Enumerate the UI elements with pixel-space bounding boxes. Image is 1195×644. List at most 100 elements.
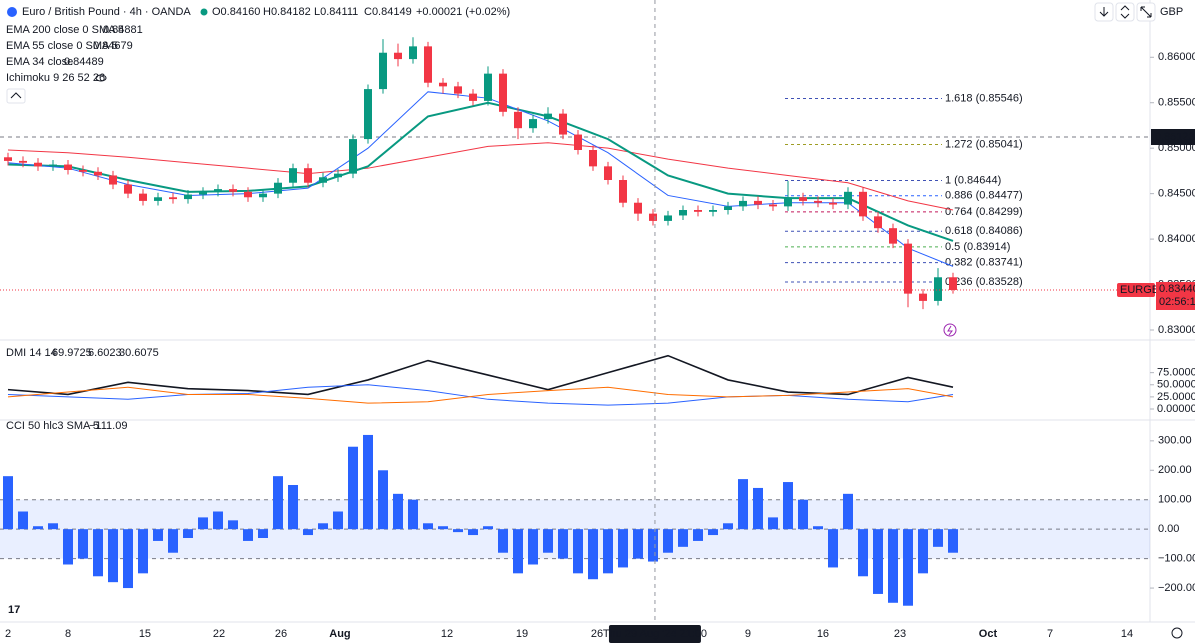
candle-body <box>334 173 342 178</box>
candle-body <box>784 197 792 207</box>
cci-bar <box>603 529 613 574</box>
price-tick-label: 0.85000 <box>1158 142 1195 154</box>
ohlc-low: L0.84111 <box>314 6 358 18</box>
cci-bar <box>243 529 253 541</box>
candle-body <box>154 197 162 201</box>
candle-body <box>469 93 477 101</box>
cci-bar <box>258 529 268 538</box>
candle-body <box>559 113 567 135</box>
candle-body <box>349 139 357 174</box>
candle-body <box>304 168 312 183</box>
event-icon[interactable] <box>943 323 957 337</box>
dmi-line <box>7 384 954 406</box>
candle-body <box>484 73 492 101</box>
time-tick-label: 2 <box>5 628 11 640</box>
fib-label-bg <box>942 276 1010 288</box>
legend-name[interactable]: EMA 55 close 0 SMA 5 <box>6 40 118 52</box>
candle-body <box>724 206 732 210</box>
visibility-icon[interactable] <box>95 74 107 82</box>
cci-bar <box>483 526 493 530</box>
cci-value: −111.09 <box>89 420 127 432</box>
candle-body <box>64 164 72 170</box>
cci-tick-label: −200.00 <box>1158 582 1195 594</box>
collapse-icon <box>10 92 22 99</box>
legend-name[interactable]: EMA 200 close 0 SMA 5 <box>6 24 124 36</box>
cci-bar <box>228 520 238 530</box>
ohlc-close: C0.84149 <box>364 6 412 18</box>
candle-body <box>694 210 702 212</box>
fib-label-bg <box>942 92 1010 105</box>
cci-bar <box>693 529 703 541</box>
fib-label-bg <box>942 174 1010 187</box>
cci-bar <box>633 529 643 559</box>
fib-label-bg <box>942 138 1010 151</box>
cci-bar <box>648 529 658 562</box>
symbol-box <box>1117 283 1155 297</box>
cci-bar <box>123 529 133 589</box>
cci-bar <box>348 446 358 530</box>
candle-body <box>109 175 117 185</box>
candle-body <box>379 52 387 90</box>
legend-name[interactable]: Ichimoku 9 26 52 26 <box>6 72 105 84</box>
symbol-label: EURGBP <box>1120 284 1166 296</box>
cci-bar <box>48 523 58 530</box>
toolbar-button[interactable] <box>1115 2 1135 22</box>
cci-bar <box>213 511 223 530</box>
candle-body <box>19 160 27 163</box>
currency-label[interactable]: GBP <box>1160 6 1183 18</box>
price-tick-label: 0.85500 <box>1158 97 1195 109</box>
cci-bar <box>168 529 178 553</box>
legend-name[interactable]: EMA 34 close <box>6 56 73 68</box>
fib-label: 0.236 (0.83528) <box>945 276 1023 288</box>
cci-bar <box>768 517 778 530</box>
legend-value: 0.84679 <box>93 40 133 52</box>
collapse-button[interactable] <box>6 88 26 104</box>
cci-bar <box>288 485 298 530</box>
dmi-value: 69.9725 <box>52 347 92 359</box>
legend: EMA 200 close 0 SMA 5 0.84881 EMA 55 clo… <box>6 24 143 104</box>
cci-bar <box>858 529 868 577</box>
cci-bar <box>543 529 553 553</box>
level-box <box>1151 129 1195 145</box>
candle-body <box>454 86 462 94</box>
time-tick-label: 7 <box>1047 628 1053 640</box>
logo: 17 <box>8 604 20 616</box>
fib-label: 0.382 (0.83741) <box>945 257 1023 269</box>
candle-body <box>424 46 432 83</box>
candle-body <box>934 277 942 301</box>
time-tick-label: 14 <box>1121 628 1133 640</box>
cci-bar <box>708 529 718 536</box>
cci-bar <box>378 470 388 530</box>
fib-label: 1.272 (0.85041) <box>945 138 1023 150</box>
fib-label: 0.764 (0.84299) <box>945 206 1023 218</box>
fib-label: 0.886 (0.84477) <box>945 190 1023 202</box>
candle-body <box>184 194 192 200</box>
candle-body <box>904 243 912 294</box>
candle-body <box>244 191 252 198</box>
cci-bar <box>498 529 508 553</box>
cci-bar <box>273 476 283 530</box>
dmi-tick-label: 25.00000 <box>1157 391 1195 403</box>
cci-bar <box>78 529 88 559</box>
time-tick-label: 26 <box>591 628 603 640</box>
cci-bar <box>153 529 163 541</box>
cci-bar <box>738 479 748 530</box>
timezone-icon[interactable] <box>1171 627 1183 639</box>
candle-body <box>49 164 57 167</box>
time-tick-label: 23 <box>894 628 906 640</box>
candle-body <box>649 213 657 221</box>
event-icon-bolt <box>947 325 953 336</box>
candle-body <box>619 180 627 203</box>
cci-tick-label: 100.00 <box>1158 494 1192 506</box>
candle-body <box>874 216 882 229</box>
cci-title: CCI 50 hlc3 SMA 5 <box>6 420 99 432</box>
cci-bar <box>873 529 883 594</box>
fib-label: 0.618 (0.84086) <box>945 225 1023 237</box>
candle-body <box>664 215 672 221</box>
cci-bar <box>528 529 538 565</box>
candle-body <box>634 202 642 214</box>
candle-body <box>94 171 102 176</box>
cci-bar <box>63 529 73 565</box>
